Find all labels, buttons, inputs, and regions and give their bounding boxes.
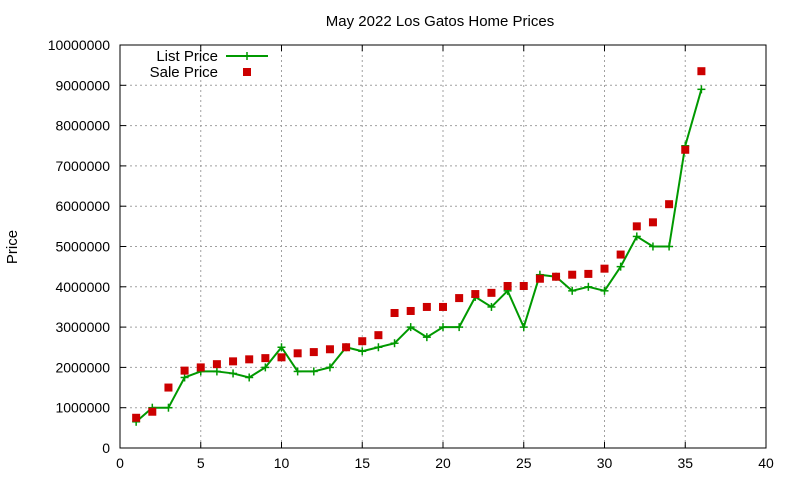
x-tick-label: 10 [274,455,290,471]
x-tick-label: 0 [116,455,124,471]
sale-price-point [632,222,641,231]
series-sale-price [132,67,706,422]
sale-price-point [665,200,674,209]
x-tick-label: 35 [677,455,693,471]
sale-price-point [325,345,334,354]
legend-label: Sale Price [150,64,218,81]
sale-price-point [358,337,367,346]
sale-price-point [584,269,593,278]
chart-title: May 2022 Los Gatos Home Prices [326,13,554,30]
list-price-point [164,403,173,412]
plot-area [132,67,706,426]
sale-price-point [519,281,528,290]
list-price-point [455,323,464,332]
x-tick-label: 25 [516,455,532,471]
list-price-point [697,85,706,94]
x-tick-label: 15 [354,455,370,471]
x-tick-label: 40 [758,455,774,471]
sale-price-point [697,67,706,76]
sale-price-point [600,264,609,273]
legend-marker [243,52,251,60]
legend-label: List Price [156,48,218,65]
sale-price-point [616,250,625,259]
sale-price-point [455,294,464,303]
legend-item-sale-price: Sale Price [150,64,251,81]
list-price-point [648,242,657,251]
sale-price-point [180,366,189,375]
y-tick-label: 5000000 [55,239,110,255]
sale-price-point [309,348,318,357]
y-tick-label: 0 [102,440,110,456]
x-tick-label: 20 [435,455,451,471]
list-price-point [277,343,286,352]
legend-marker [243,68,251,76]
sale-price-point [229,357,238,366]
sale-price-point [552,272,561,281]
list-price-point [390,339,399,348]
y-tick-label: 1000000 [55,400,110,416]
list-price-point [600,286,609,295]
sale-price-point [342,343,351,352]
list-price-point [519,323,528,332]
sale-price-point [277,353,286,362]
list-price-point [309,367,318,376]
list-price-line [135,89,703,423]
y-axis-title: Price [4,230,21,264]
y-tick-label: 8000000 [55,118,110,134]
sale-price-point [439,302,447,311]
list-price-point [632,232,641,241]
list-price-point [422,333,431,342]
sale-price-point [212,360,221,369]
sale-price-point [293,349,302,358]
list-price-point [406,323,415,332]
grid [120,45,766,448]
list-price-point [568,286,577,295]
sale-price-point [164,383,173,392]
y-tick-label: 4000000 [55,279,110,295]
list-price-point [212,367,221,376]
sale-price-point [148,407,157,416]
sale-price-point [648,218,657,227]
list-price-point [439,323,447,332]
list-price-point [245,373,254,382]
list-price-point [584,282,593,291]
y-tick-label: 7000000 [55,158,110,174]
sale-price-point [132,413,141,422]
sale-price-point [196,363,205,372]
sale-price-point [422,302,431,311]
y-tick-label: 10000000 [48,37,111,53]
legend-item-list-price: List Price [156,48,268,65]
list-price-point [487,302,496,311]
x-tick-label: 5 [197,455,205,471]
sale-price-point [245,355,254,364]
sale-price-point [261,354,270,363]
list-price-point [616,262,625,271]
list-price-point [261,363,270,372]
y-tick-label: 9000000 [55,77,110,93]
sale-price-point [568,270,577,279]
sale-price-point [503,281,512,290]
y-tick-label: 2000000 [55,359,110,375]
sale-price-point [390,308,399,317]
y-tick-label: 3000000 [55,319,110,335]
axes: 0 5 10 15 20 25 30 35 40 0 1000000 2000000 3000000 40… [48,37,774,471]
sale-price-point [487,288,496,297]
x-tick-label: 30 [597,455,613,471]
sale-price-point [374,331,383,340]
y-tick-label: 6000000 [55,198,110,214]
list-price-point [374,343,383,352]
list-price-point [229,369,238,378]
list-price-point [665,242,674,251]
sale-price-point [535,274,544,283]
list-price-point [358,347,367,356]
sale-price-point [681,145,690,154]
list-price-point [293,367,302,376]
sale-price-point [471,290,480,299]
list-price-point [180,373,189,382]
sale-price-point [406,306,415,315]
list-price-point [325,363,334,372]
